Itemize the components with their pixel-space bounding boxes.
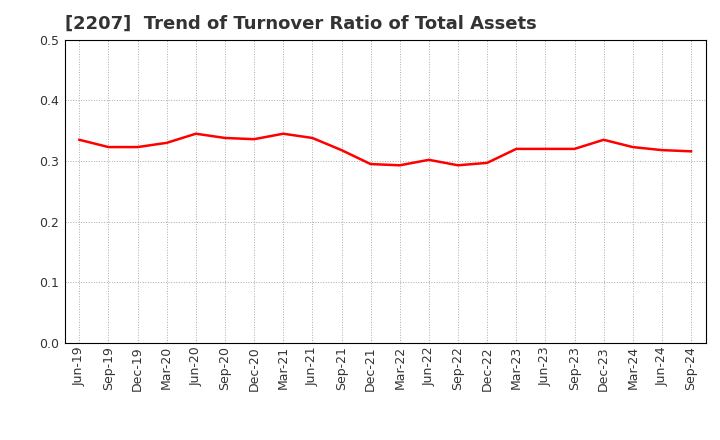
Text: [2207]  Trend of Turnover Ratio of Total Assets: [2207] Trend of Turnover Ratio of Total …	[65, 15, 536, 33]
